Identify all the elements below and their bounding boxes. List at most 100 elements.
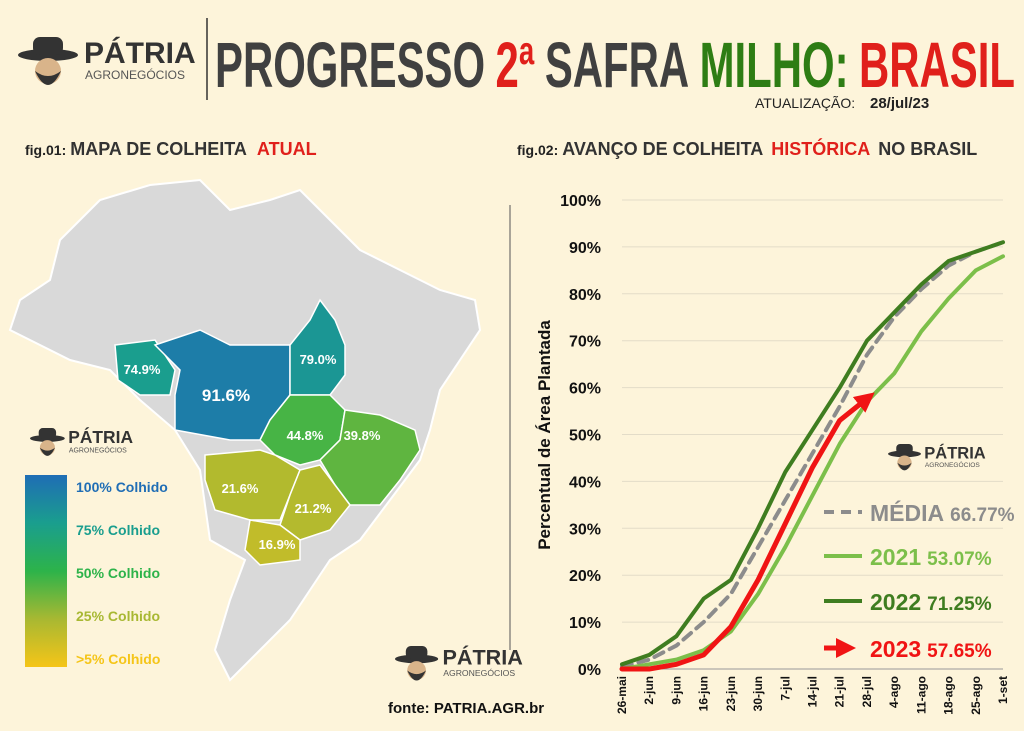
logo-beard [897, 462, 912, 471]
panel-title-part: fig.02: [517, 142, 558, 158]
x-tick-label: 2-jun [642, 676, 656, 705]
map-region [244, 519, 301, 566]
x-tick-label: 26-mai [615, 676, 629, 714]
x-tick-label: 4-ago [887, 676, 901, 708]
logo-beard [39, 447, 55, 456]
logo-name: PÁTRIA [924, 443, 986, 462]
map-region [204, 449, 301, 521]
map-legend-bar [25, 475, 67, 667]
panel-title-part: MAPA DE COLHEITA [70, 139, 247, 159]
map-value-label: 44.8% [287, 428, 324, 443]
logo-beard [407, 670, 426, 681]
logo-name: PÁTRIA [443, 645, 524, 670]
x-tick-label: 25-ago [969, 676, 983, 715]
map-region [279, 464, 351, 541]
title-part: MILHO: [700, 29, 849, 101]
map-region [114, 339, 176, 396]
logo-hat-crown [33, 37, 63, 55]
series-line [620, 240, 1005, 669]
panel-title-part: ATUAL [257, 139, 317, 159]
logo-hat-crown [405, 646, 428, 659]
panel-title-part: HISTÓRICA [771, 138, 870, 159]
legend-entry: MÉDIA 66.77% [870, 499, 1015, 526]
panel-title-part: fig.01: [25, 142, 66, 158]
y-tick-label: 70% [569, 334, 601, 351]
legend-name: 2021 [870, 544, 921, 570]
logo-hat-crown [896, 444, 913, 454]
map-legend-label: 75% Colhido [76, 522, 160, 538]
x-tick-label: 11-ago [914, 676, 928, 714]
legend-value: 71.25% [927, 594, 992, 615]
y-tick-label: 60% [569, 381, 601, 398]
logo-beard [35, 71, 61, 85]
logo-sub: AGRONEGÓCIOS [69, 445, 127, 454]
series-line [620, 240, 1005, 667]
x-tick-label: 1-set [996, 676, 1010, 704]
map-value-label: 91.6% [202, 386, 250, 405]
logo-sub: AGRONEGÓCIOS [925, 460, 981, 469]
y-tick-label: 80% [569, 287, 601, 304]
logo-hat-crown [38, 428, 57, 439]
title-part: PROGRESSO [215, 29, 485, 101]
legend-value: 53.07% [927, 549, 992, 570]
map-value-label: 21.6% [222, 481, 259, 496]
y-tick-label: 0% [578, 662, 601, 679]
map-region [259, 394, 346, 466]
title-part: SAFRA [545, 29, 689, 101]
footer: fonte: PATRIA.AGR.br [388, 700, 544, 717]
x-tick-label: 23-jun [724, 676, 738, 711]
x-tick-label: 7-jul [778, 676, 792, 701]
legend-value: 66.77% [950, 505, 1015, 526]
panel-title-part: AVANÇO DE COLHEITA [562, 139, 763, 159]
panel-title-part: NO BRASIL [878, 139, 977, 159]
legend-entry: 2021 53.07% [870, 544, 992, 570]
logo-hat-brim [395, 654, 439, 664]
y-tick-label: 10% [569, 615, 601, 632]
legend-value: 57.65% [927, 641, 992, 662]
x-tick-label: 9-jun [669, 676, 683, 705]
update-date: 28/jul/23 [870, 95, 929, 112]
x-tick-label: 18-ago [942, 676, 956, 715]
map-value-label: 21.2% [295, 501, 332, 516]
update-label: ATUALIZAÇÃO: [755, 95, 855, 111]
x-tick-label: 16-jun [697, 676, 711, 711]
legend-name: 2022 [870, 589, 921, 615]
map-legend-label: 25% Colhido [76, 608, 160, 624]
x-tick-label: 21-jul [833, 676, 847, 707]
logo-hat-brim [888, 450, 921, 458]
logo-name: PÁTRIA [84, 36, 196, 70]
logo-sub: AGRONEGÓCIOS [85, 67, 185, 82]
map-legend-label: >5% Colhido [76, 651, 160, 667]
legend-entry: 2023 57.65% [870, 636, 992, 662]
map-region [319, 409, 421, 506]
map-legend-label: 50% Colhido [76, 565, 160, 581]
map-value-label: 74.9% [124, 362, 161, 377]
map-value-label: 79.0% [300, 352, 337, 367]
panel-title: fig.02: AVANÇO DE COLHEITA HISTÓRICA NO BRA… [517, 138, 977, 159]
x-tick-label: 28-jul [860, 676, 874, 707]
title: PROGRESSO2ªSAFRAMILHO:BRASIL [215, 29, 1015, 101]
map-value-label: 16.9% [259, 537, 296, 552]
logo-name: PÁTRIA [68, 427, 133, 447]
legend-name: MÉDIA [870, 499, 944, 526]
x-tick-label: 14-jul [806, 676, 820, 707]
y-tick-label: 40% [569, 474, 601, 491]
y-tick-label: 30% [569, 521, 601, 538]
y-tick-label: 100% [560, 193, 601, 210]
title-part: 2ª [496, 29, 535, 101]
series-line [620, 254, 1005, 671]
panel-title: fig.01: MAPA DE COLHEITA ATUAL [25, 139, 317, 159]
logo-hat-brim [30, 434, 65, 442]
y-tick-label: 90% [569, 240, 601, 257]
x-tick-label: 30-jun [751, 676, 765, 711]
y-tick-label: 20% [569, 568, 601, 585]
logo-sub: AGRONEGÓCIOS [443, 668, 515, 678]
title-part: BRASIL [859, 29, 1015, 101]
legend-name: 2023 [870, 636, 921, 662]
series-line [619, 392, 875, 672]
